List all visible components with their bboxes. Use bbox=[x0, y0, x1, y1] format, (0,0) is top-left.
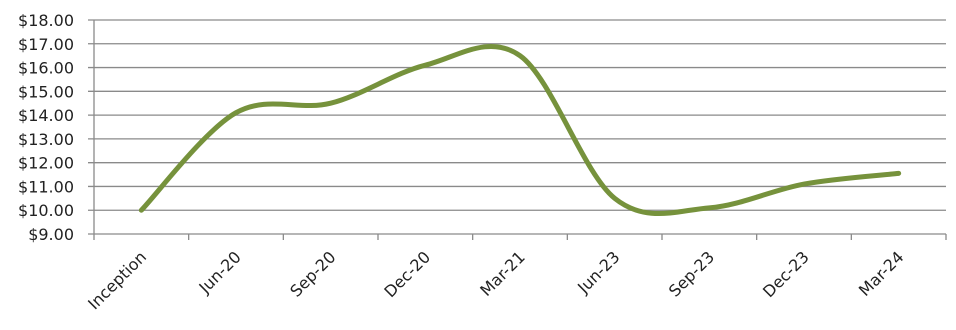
x-tick-label: Jun-23 bbox=[573, 247, 623, 297]
y-tick-label: $18.00 bbox=[18, 11, 74, 30]
y-tick-label: $12.00 bbox=[18, 154, 74, 173]
series-layer bbox=[138, 44, 902, 217]
y-tick-label: $11.00 bbox=[18, 177, 74, 196]
axes bbox=[88, 20, 947, 240]
y-tick-label: $10.00 bbox=[18, 201, 74, 220]
x-tick-label: Dec-20 bbox=[380, 247, 434, 301]
x-tick-label: Inception bbox=[84, 247, 150, 313]
y-tick-label: $14.00 bbox=[18, 106, 74, 125]
series-line bbox=[138, 44, 902, 217]
x-tick-label: Sep-23 bbox=[665, 247, 718, 300]
y-axis-tick-labels: $9.00 $10.00 $11.00 $12.00 $13.00 $14.00 $15.0… bbox=[18, 11, 74, 244]
x-tick-label: Mar-24 bbox=[855, 247, 908, 300]
x-tick-label: Jun-20 bbox=[195, 247, 245, 297]
x-tick-label: Dec-23 bbox=[759, 247, 813, 301]
x-axis-tick-labels: Inception Jun-20 Sep-20 Dec-20 Mar-21 Jun-23 S… bbox=[84, 247, 907, 313]
x-tick-label: Sep-20 bbox=[286, 247, 339, 300]
y-tick-label: $17.00 bbox=[18, 35, 74, 54]
x-tick-label: Mar-21 bbox=[476, 247, 529, 300]
y-tick-label: $9.00 bbox=[28, 225, 74, 244]
y-tick-label: $13.00 bbox=[18, 130, 74, 149]
y-tick-label: $15.00 bbox=[18, 82, 74, 101]
y-tick-label: $16.00 bbox=[18, 59, 74, 78]
